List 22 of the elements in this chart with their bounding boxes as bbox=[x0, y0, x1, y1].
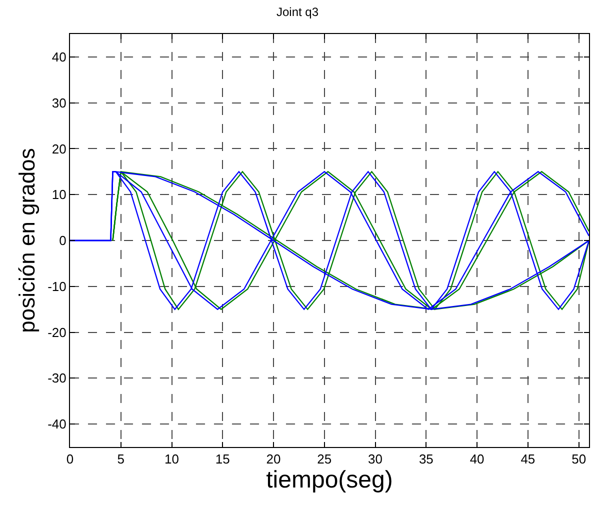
x-tick-label: 10 bbox=[164, 452, 179, 467]
y-tick-label: -40 bbox=[48, 416, 66, 432]
y-tick-label: 10 bbox=[52, 187, 66, 202]
x-tick-label: 25 bbox=[317, 452, 332, 467]
y-tick-label: 0 bbox=[59, 233, 66, 248]
y-tick-label: 40 bbox=[52, 49, 66, 64]
x-tick-label: 35 bbox=[418, 452, 434, 467]
y-axis-title: posición en grados bbox=[14, 148, 40, 333]
y-tick-label: 30 bbox=[52, 95, 66, 110]
x-tick-label: 15 bbox=[215, 452, 230, 467]
x-tick-label: 30 bbox=[368, 452, 383, 467]
y-tick-label: -30 bbox=[48, 370, 66, 386]
x-tick-label: 45 bbox=[520, 452, 536, 467]
x-tick-label: 50 bbox=[572, 452, 586, 467]
x-axis-title: tiempo(seg) bbox=[266, 466, 393, 494]
y-tick-label: -10 bbox=[48, 278, 66, 294]
y-tick-label: -20 bbox=[48, 324, 66, 340]
x-tick-label: 40 bbox=[470, 452, 484, 467]
x-tick-label: 20 bbox=[266, 452, 281, 467]
y-tick-label: 20 bbox=[52, 141, 66, 156]
chart-title: Joint q3 bbox=[276, 5, 319, 20]
x-tick-label: 5 bbox=[117, 452, 124, 467]
